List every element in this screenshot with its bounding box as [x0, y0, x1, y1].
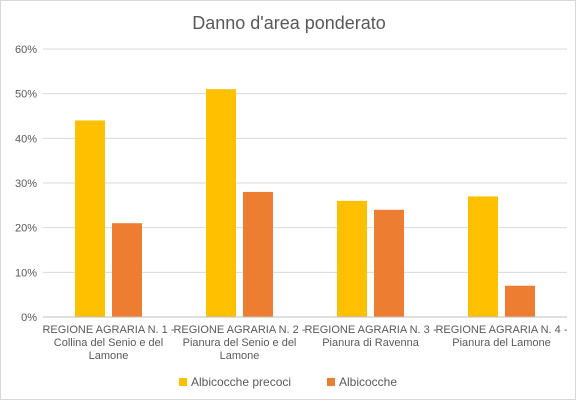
- legend: Albicocche precoci Albicocche: [179, 375, 397, 389]
- bar: [505, 285, 535, 317]
- bar: [337, 200, 367, 317]
- legend-swatch: [179, 378, 187, 386]
- bar: [374, 209, 404, 317]
- y-tick-label: 30%: [15, 178, 37, 190]
- bar: [206, 89, 236, 317]
- y-tick-label: 50%: [15, 89, 37, 101]
- bar: [75, 120, 105, 317]
- y-tick-label: 20%: [15, 223, 37, 235]
- x-tick-label: REGIONE AGRARIA N. 2 -Pianura del Senio …: [173, 324, 305, 362]
- y-tick-label: 0%: [21, 312, 37, 324]
- y-tick-label: 60%: [15, 44, 37, 56]
- chart-title: Danno d'area ponderato: [192, 13, 386, 33]
- bar: [243, 191, 273, 317]
- bar: [468, 196, 498, 317]
- legend-label: Albicocche: [339, 375, 397, 389]
- y-tick-label: 40%: [15, 133, 37, 145]
- legend-label: Albicocche precoci: [191, 375, 291, 389]
- bar: [112, 223, 142, 317]
- legend-swatch: [327, 378, 335, 386]
- y-axis-tick-labels: 0% 10% 20% 30% 40% 50% 60%: [15, 44, 37, 324]
- y-tick-label: 10%: [15, 267, 37, 279]
- x-tick-label: REGIONE AGRARIA N. 3 -Pianura di Ravenna: [304, 324, 436, 349]
- x-tick-label: REGIONE AGRARIA N. 1 -Collina del Senio …: [42, 324, 174, 362]
- bars: [75, 89, 535, 317]
- x-tick-label: REGIONE AGRARIA N. 4 -Pianura del Lamone: [435, 324, 567, 349]
- x-axis-tick-labels: REGIONE AGRARIA N. 1 -Collina del Senio …: [42, 324, 567, 362]
